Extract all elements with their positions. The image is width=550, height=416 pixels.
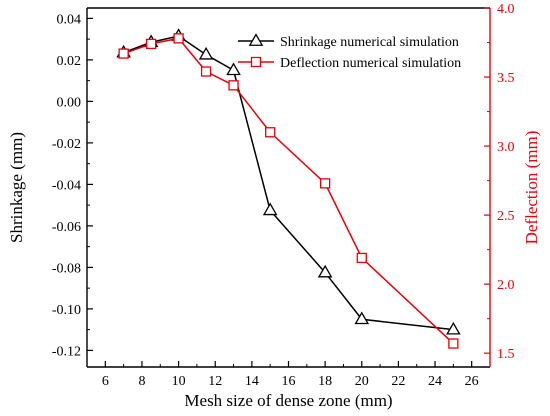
data-point: [317, 264, 333, 278]
data-point: [200, 66, 212, 77]
y-left-tick-label: 0.00: [57, 95, 82, 110]
data-point: [228, 80, 239, 91]
data-point: [198, 46, 214, 60]
x-tick-label: 14: [245, 374, 259, 389]
x-tick-label: 12: [208, 374, 222, 389]
series-line: [123, 37, 454, 345]
y-right-tick-label: 3.0: [497, 140, 515, 155]
y-right-axis-title: Deflection (mm): [522, 131, 541, 245]
legend-label: Shrinkage numerical simulation: [280, 35, 459, 50]
data-point: [173, 33, 184, 44]
x-tick-label: 6: [102, 374, 109, 389]
x-tick-label: 18: [318, 374, 332, 389]
data-point: [354, 311, 370, 325]
legend-marker: [250, 56, 262, 68]
x-axis-title: Mesh size of dense zone (mm): [184, 391, 392, 410]
x-tick-label: 24: [428, 374, 442, 389]
y-left-axis-title: Shrinkage (mm): [7, 132, 26, 243]
legend-label: Deflection numerical simulation: [280, 56, 461, 71]
x-tick-label: 8: [138, 374, 145, 389]
x-tick-label: 10: [172, 374, 186, 389]
series-2: [118, 33, 459, 349]
data-point: [226, 62, 241, 76]
legend-item: Shrinkage numerical simulation: [238, 33, 459, 50]
y-right-tick-label: 2.5: [497, 209, 515, 224]
y-left-tick-label: -0.12: [52, 344, 81, 359]
data-point: [145, 38, 157, 50]
y-right-tick-label: 3.5: [497, 71, 515, 86]
series-layer: [116, 28, 461, 349]
data-point: [446, 321, 461, 335]
y-right-tick-label: 4.0: [497, 2, 515, 17]
data-point: [356, 252, 367, 264]
data-point: [319, 178, 331, 189]
legend-marker: [248, 33, 264, 46]
y-left-tick-label: -0.02: [52, 137, 81, 152]
y-right-tick-label: 1.5: [497, 347, 515, 362]
y-left-tick-label: 0.02: [57, 54, 82, 69]
series-line: [123, 35, 454, 331]
legend-item: Deflection numerical simulation: [238, 56, 461, 71]
series-1: [116, 28, 461, 335]
y-left-tick-label: -0.06: [52, 220, 81, 235]
data-point: [448, 338, 459, 349]
data-point: [265, 127, 276, 138]
y-left-tick-label: -0.10: [52, 303, 81, 318]
data-point: [118, 48, 129, 59]
data-point: [262, 202, 278, 216]
x-tick-label: 26: [465, 374, 479, 389]
y-left-tick-label: -0.04: [52, 178, 81, 193]
x-tick-label: 20: [355, 374, 369, 389]
axes: 6 8 10 12 14 16 18 20 22 24 26 0.04 0.02 0.00 -0.02 -0.…: [7, 2, 541, 410]
legend: Shrinkage numerical simulation Deflection…: [238, 33, 461, 71]
x-tick-label: 22: [391, 374, 405, 389]
x-tick-label: 16: [282, 374, 296, 389]
y-left-tick-label: -0.08: [52, 261, 81, 276]
y-right-tick-label: 2.0: [497, 278, 515, 293]
y-left-tick-label: 0.04: [57, 12, 82, 27]
